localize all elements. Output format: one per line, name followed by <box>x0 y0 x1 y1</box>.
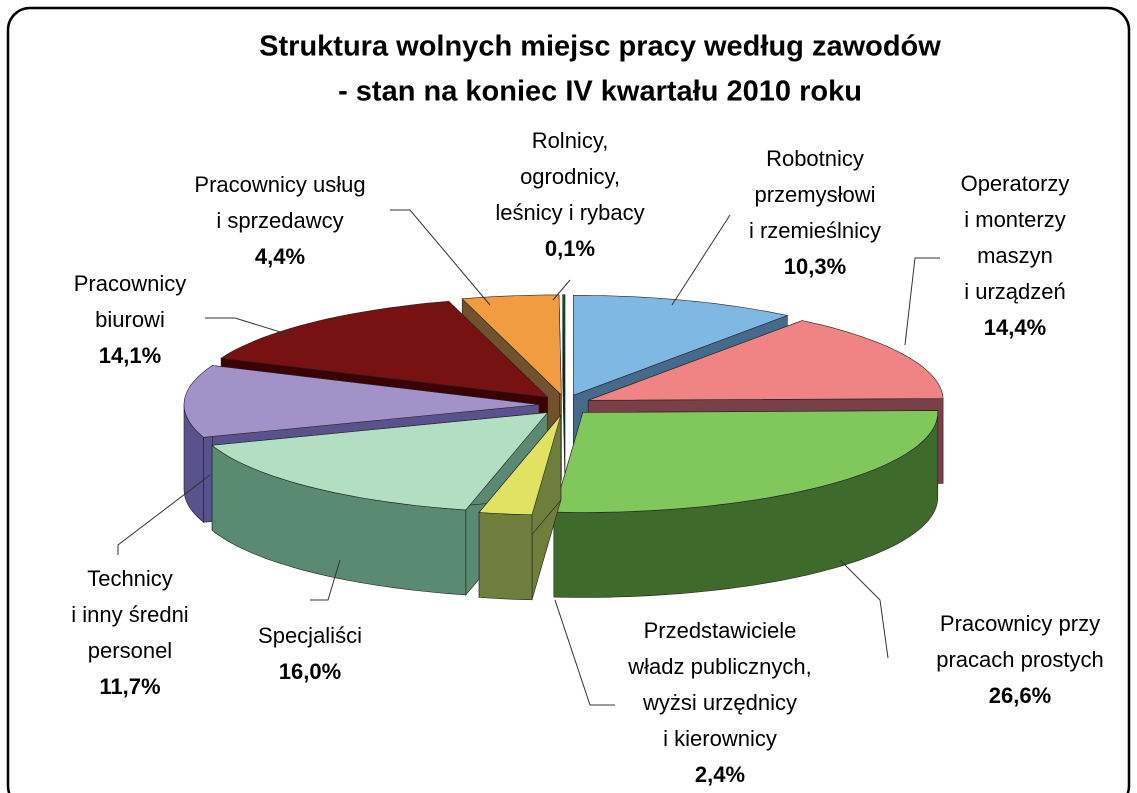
value-label: 14,4% <box>984 315 1046 340</box>
leader-line <box>117 474 211 555</box>
slice-label: Operatorzy <box>961 171 1070 196</box>
slice-label: wyżsi urzędnicy <box>642 690 797 715</box>
slice <box>553 410 939 513</box>
slice-label: Pracownicy usług <box>194 172 365 197</box>
leader-line <box>839 559 889 659</box>
leader-line <box>310 559 341 601</box>
slice-label: Pracownicy <box>74 271 186 296</box>
leader-line <box>671 214 731 306</box>
slice-label: i inny średni <box>71 602 188 627</box>
slice-label: Technicy <box>87 566 173 591</box>
value-label: 11,7% <box>99 674 160 699</box>
slice-label: pracach prostych <box>936 647 1104 672</box>
slice-label: i kierownicy <box>663 726 777 751</box>
slice-label: Rolnicy, <box>532 128 609 153</box>
leader-line <box>904 257 940 346</box>
slice-label: Robotnicy <box>766 146 864 171</box>
chart-title: - stan na koniec IV kwartału 2010 roku <box>338 76 862 108</box>
slice-label: i monterzy <box>964 207 1065 232</box>
slice-label: Przedstawiciele <box>644 618 797 643</box>
slice-label: leśnicy i rybacy <box>495 200 644 225</box>
slice-label: Pracownicy przy <box>940 611 1100 636</box>
slice <box>183 365 540 438</box>
slice-wall <box>478 512 533 601</box>
slice-label: i sprzedawcy <box>216 208 343 233</box>
leader-line <box>552 279 571 301</box>
value-label: 16,0% <box>279 659 341 684</box>
slice-label: ogrodnicy, <box>520 164 620 189</box>
slice-label: biurowi <box>95 307 165 332</box>
slice-label: Specjaliści <box>258 623 362 648</box>
leader-line <box>205 317 291 336</box>
frame <box>6 6 1131 793</box>
slice <box>220 300 549 398</box>
value-label: 10,3% <box>784 254 846 279</box>
slice-label: i rzemieślnicy <box>749 218 881 243</box>
value-label: 0,1% <box>545 236 595 261</box>
value-label: 26,6% <box>989 683 1051 708</box>
leader-line <box>390 209 491 306</box>
slice <box>478 414 562 516</box>
slice <box>461 294 562 396</box>
value-label: 4,4% <box>255 244 305 269</box>
chart-title: Struktura wolnych miejsc pracy według za… <box>259 31 941 63</box>
leader-line <box>554 599 615 706</box>
slice <box>573 295 789 396</box>
slice-label: władz publicznych, <box>627 654 811 679</box>
slice <box>562 294 566 395</box>
slice <box>211 412 549 511</box>
slice-label: maszyn <box>977 243 1053 268</box>
slice-label: przemysłowi <box>754 182 875 207</box>
value-label: 2,4% <box>695 762 745 787</box>
value-label: 14,1% <box>99 343 161 368</box>
slice-label: personel <box>88 638 172 663</box>
slice-label: i urządzeń <box>964 279 1066 304</box>
slice <box>588 320 944 401</box>
